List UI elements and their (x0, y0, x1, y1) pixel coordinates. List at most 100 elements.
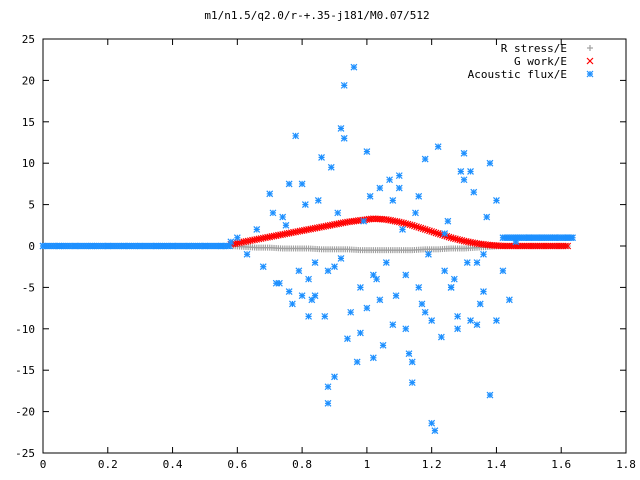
data-point (444, 217, 452, 225)
data-point (395, 172, 403, 180)
data-point (227, 238, 235, 246)
x-tick-label: 1 (364, 458, 371, 471)
y-tick-label: -25 (15, 447, 35, 460)
x-tick-label: 1.6 (551, 458, 571, 471)
data-point (431, 427, 439, 435)
data-point (460, 149, 468, 157)
data-point (476, 300, 484, 308)
y-tick-label: 0 (28, 240, 35, 253)
data-point (426, 227, 433, 235)
data-point (415, 223, 423, 231)
data-point (324, 383, 332, 391)
data-point (437, 333, 445, 341)
x-tick-label: 0.6 (227, 458, 247, 471)
data-point (305, 275, 313, 283)
data-point (415, 192, 423, 200)
data-point (564, 242, 572, 250)
data-point (402, 271, 410, 279)
x-tick-label: 0.8 (292, 458, 312, 471)
legend-marker (586, 70, 594, 78)
data-point (373, 275, 381, 283)
series-1 (227, 215, 572, 250)
data-point (408, 358, 416, 366)
y-tick-label: -5 (22, 281, 35, 294)
data-point (408, 379, 416, 387)
data-point (463, 259, 471, 266)
data-point (382, 259, 390, 266)
data-point (376, 184, 384, 192)
data-point (562, 242, 569, 250)
data-point (363, 148, 371, 156)
data-point (266, 190, 274, 198)
y-tick-label: -20 (15, 406, 35, 419)
data-point (314, 197, 322, 204)
data-point (292, 132, 300, 140)
data-point (412, 209, 419, 217)
data-point (399, 226, 406, 233)
data-point (395, 184, 403, 192)
data-point (441, 267, 449, 275)
data-point (311, 292, 319, 300)
data-point (363, 304, 371, 312)
data-point (406, 221, 414, 229)
data-point (295, 267, 303, 275)
data-point (402, 325, 410, 333)
data-point (324, 399, 332, 407)
y-tick-label: 5 (28, 199, 35, 212)
data-point (324, 267, 332, 275)
data-point (356, 283, 364, 291)
data-point (376, 296, 384, 304)
data-point (454, 312, 462, 320)
y-axis: 25 20 15 10 5 0 -5 -10 -15 -20 -25 (15, 33, 626, 460)
y-tick-label: 25 (22, 33, 35, 46)
legend-label: G work/E (514, 55, 567, 68)
data-point (408, 221, 416, 229)
y-tick-label: -10 (15, 323, 35, 336)
data-point (350, 63, 358, 71)
data-point (253, 226, 261, 233)
chart-title: m1/n1.5/q2.0/r-+.35-j181/M0.07/512 (204, 9, 429, 22)
data-point (369, 354, 377, 362)
data-point (337, 254, 345, 262)
data-point (423, 226, 431, 234)
x-tick-label: 1.2 (422, 458, 442, 471)
x-tick-label: 0.4 (163, 458, 183, 471)
data-point (499, 267, 507, 275)
data-point (337, 124, 345, 132)
data-point (425, 250, 432, 258)
data-point (285, 180, 293, 188)
data-point (493, 317, 500, 324)
y-tick-label: 15 (22, 116, 35, 129)
data-point (450, 275, 458, 283)
data-point (392, 292, 400, 300)
data-point (379, 341, 387, 349)
data-point (301, 201, 309, 209)
data-point (483, 213, 491, 221)
data-point (415, 283, 423, 291)
data-point (243, 250, 251, 258)
data-point (410, 222, 418, 230)
data-point (454, 325, 462, 333)
data-point (233, 234, 241, 242)
y-tick-label: 20 (22, 74, 35, 87)
data-point (505, 296, 513, 304)
data-point (389, 321, 397, 329)
series-2 (39, 63, 576, 435)
data-point (428, 228, 436, 235)
data-point (430, 228, 438, 236)
data-point (369, 271, 377, 279)
data-point (434, 230, 442, 238)
data-point (441, 230, 449, 238)
data-point (360, 217, 368, 225)
data-point (418, 300, 426, 308)
data-point (434, 143, 442, 151)
data-point (327, 163, 335, 171)
data-point (421, 308, 429, 316)
data-point (288, 300, 296, 308)
data-point (321, 312, 329, 320)
data-point (259, 263, 267, 271)
data-point (389, 197, 397, 204)
data-point (386, 176, 393, 184)
